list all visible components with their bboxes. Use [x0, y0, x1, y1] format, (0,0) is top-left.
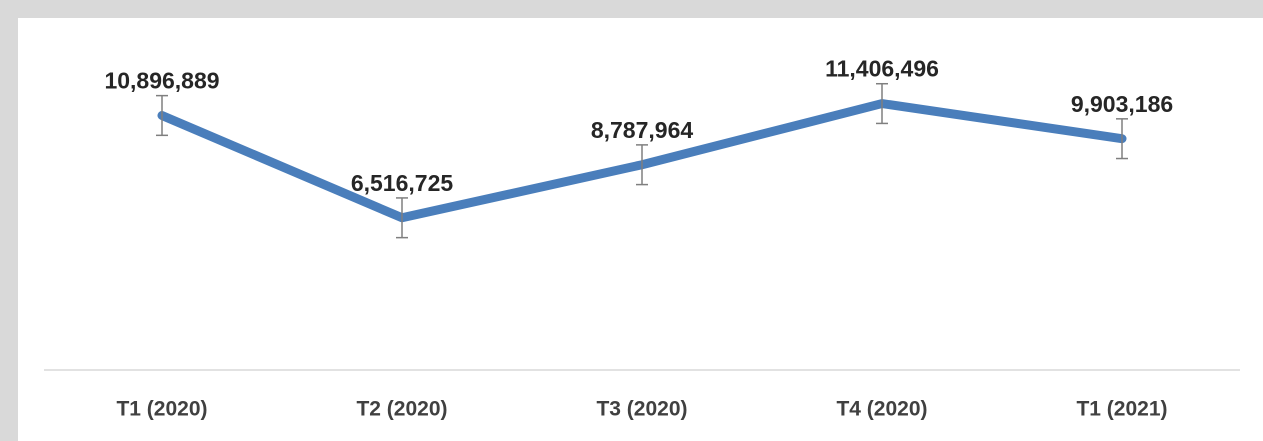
x-tick-label: T1 (2020) [116, 398, 207, 421]
x-tick-label: T3 (2020) [596, 398, 687, 421]
x-tick-label: T2 (2020) [356, 398, 447, 421]
data-label: 9,903,186 [1071, 91, 1173, 117]
x-tick-label: T1 (2021) [1076, 398, 1167, 421]
x-tick-label: T4 (2020) [836, 398, 927, 421]
data-label: 11,406,496 [825, 56, 939, 82]
data-label: 10,896,889 [104, 68, 219, 94]
data-label: 6,516,725 [351, 170, 454, 196]
data-label: 8,787,964 [591, 117, 694, 143]
